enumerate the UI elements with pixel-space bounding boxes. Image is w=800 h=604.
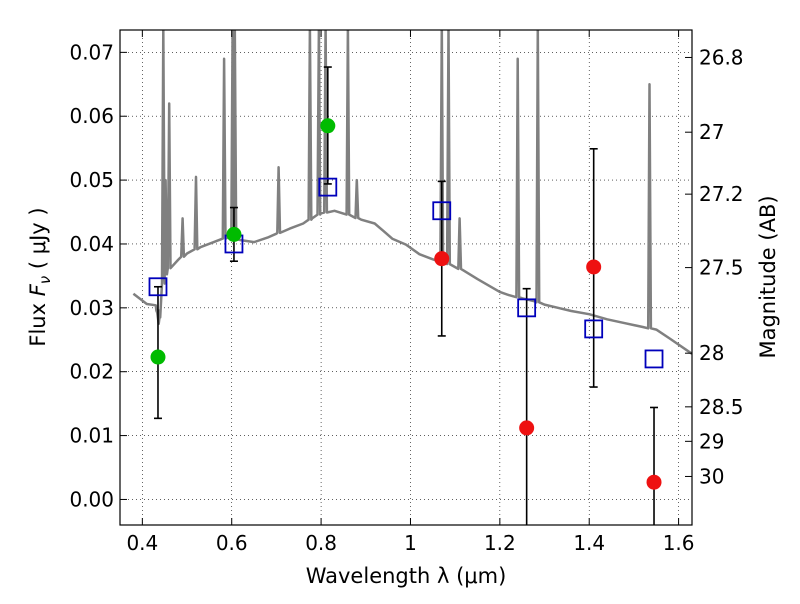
axis-ticks: 0.4 0.6 0.8 1 1.2 1.4 1.6 0.00 0.01 0.02 0.03 0.04 0… <box>69 30 744 555</box>
plot-frame <box>119 29 693 526</box>
x-tick-label: 0.6 <box>216 531 248 555</box>
model-photometry-box <box>644 349 664 369</box>
x-tick-label: 1.2 <box>484 531 516 555</box>
x-tick-label: 0.8 <box>305 531 337 555</box>
magnitude-tick-label: 30 <box>699 464 724 488</box>
model-spectrum-line <box>132 30 692 355</box>
detection-point <box>150 349 166 365</box>
magnitude-tick-label: 26.8 <box>699 45 744 69</box>
observed-points <box>150 118 662 490</box>
plot-background <box>120 30 692 525</box>
magnitude-tick-label: 27.5 <box>699 256 744 280</box>
y-axis-label-unit: ( μJy ) <box>26 207 50 275</box>
model-photometry-box <box>517 298 537 318</box>
detection-point <box>320 118 336 134</box>
model-photometry-box <box>148 277 168 297</box>
y-axis-label: Flux Fν ( μJy ) <box>26 207 54 346</box>
y-tick-label: 0.06 <box>69 104 114 128</box>
nondetection-point <box>519 420 535 436</box>
magnitude-tick-label: 27.2 <box>699 182 744 206</box>
model-photometry-box <box>318 177 338 197</box>
y-tick-label: 0.04 <box>69 232 114 256</box>
detection-point <box>226 226 242 242</box>
y-tick-label: 0.02 <box>69 360 114 384</box>
magnitude-tick-label: 28.5 <box>699 395 744 419</box>
magnitude-tick-label: 27 <box>699 120 724 144</box>
plot-data <box>132 30 692 525</box>
y-axis-label-symbol: F <box>26 283 50 296</box>
x-axis-label: Wavelength λ (μm) <box>306 564 507 588</box>
x-tick-label: 0.4 <box>126 531 158 555</box>
y-tick-label: 0.05 <box>69 168 114 192</box>
nondetection-point <box>646 474 662 490</box>
grid <box>120 30 692 525</box>
model-photometry-box <box>584 319 604 339</box>
magnitude-tick-label: 28 <box>699 341 724 365</box>
y-axis-label-subscript: ν <box>36 276 54 284</box>
y-tick-label: 0.00 <box>69 487 114 511</box>
y-tick-label: 0.01 <box>69 424 114 448</box>
y-axis-label-prefix: Flux <box>26 296 50 346</box>
nondetection-point <box>434 251 450 267</box>
x-tick-label: 1.6 <box>663 531 695 555</box>
x-tick-label: 1 <box>404 531 417 555</box>
magnitude-tick-label: 29 <box>699 429 724 453</box>
y-tick-label: 0.03 <box>69 296 114 320</box>
nondetection-point <box>586 259 602 275</box>
model-photometry-box <box>432 201 452 221</box>
x-tick-label: 1.4 <box>573 531 605 555</box>
model-photometry-boxes <box>148 177 664 369</box>
y-tick-label: 0.07 <box>69 40 114 64</box>
magnitude-axis-label: Magnitude (AB) <box>756 195 780 358</box>
